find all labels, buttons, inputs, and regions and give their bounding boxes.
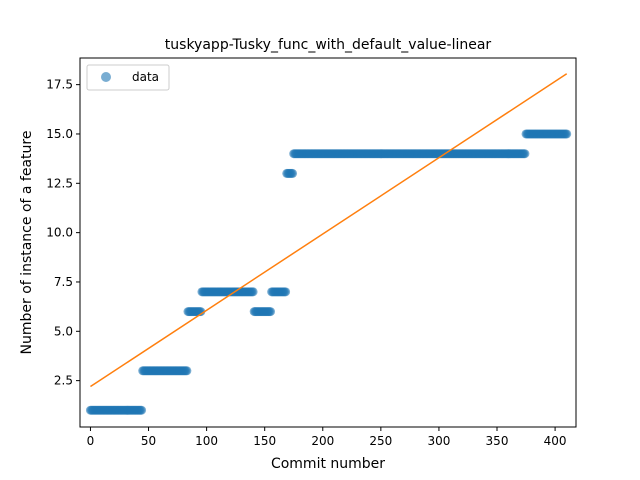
legend-box xyxy=(86,64,170,91)
x-axis: 0 50 100 150 200 250 300 350 400 xyxy=(87,427,567,448)
data-point xyxy=(196,307,206,317)
y-tick-label: 7.5 xyxy=(54,275,73,289)
plot-frame xyxy=(79,57,577,428)
x-tick-label: 350 xyxy=(486,434,509,448)
legend-marker-data xyxy=(101,72,111,82)
chart-title: tuskyapp-Tusky_func_with_default_value-l… xyxy=(165,37,492,53)
data-point xyxy=(288,168,298,178)
y-tick-label: 5.0 xyxy=(54,324,73,338)
data-point xyxy=(248,287,258,297)
y-tick-label: 17.5 xyxy=(46,78,73,92)
y-axis-label: Number of instance of a feature xyxy=(19,131,35,355)
legend-label-data: data xyxy=(132,70,159,84)
fit-line-series xyxy=(90,73,568,388)
y-tick-label: 10.0 xyxy=(46,226,73,240)
x-axis-label: Commit number xyxy=(271,456,385,472)
x-tick-label: 50 xyxy=(141,434,156,448)
x-tick-label: 100 xyxy=(195,434,218,448)
data-series xyxy=(85,129,572,415)
x-tick-label: 200 xyxy=(311,434,334,448)
x-tick-label: 300 xyxy=(427,434,450,448)
data-point xyxy=(182,366,192,376)
legend: data xyxy=(86,64,170,91)
fit-line xyxy=(90,73,568,388)
y-tick-label: 12.5 xyxy=(46,176,73,190)
x-tick-label: 150 xyxy=(253,434,276,448)
x-tick-label: 0 xyxy=(87,434,95,448)
y-axis: 2.5 5.0 7.5 10.0 12.5 15.0 17.5 xyxy=(46,78,80,388)
x-tick-label: 250 xyxy=(369,434,392,448)
data-point xyxy=(266,307,276,317)
data-point xyxy=(281,287,291,297)
y-tick-label: 2.5 xyxy=(54,374,73,388)
data-point xyxy=(562,129,572,139)
data-point xyxy=(137,405,147,415)
x-tick-label: 400 xyxy=(544,434,567,448)
y-tick-label: 15.0 xyxy=(46,127,73,141)
data-point xyxy=(520,149,530,159)
